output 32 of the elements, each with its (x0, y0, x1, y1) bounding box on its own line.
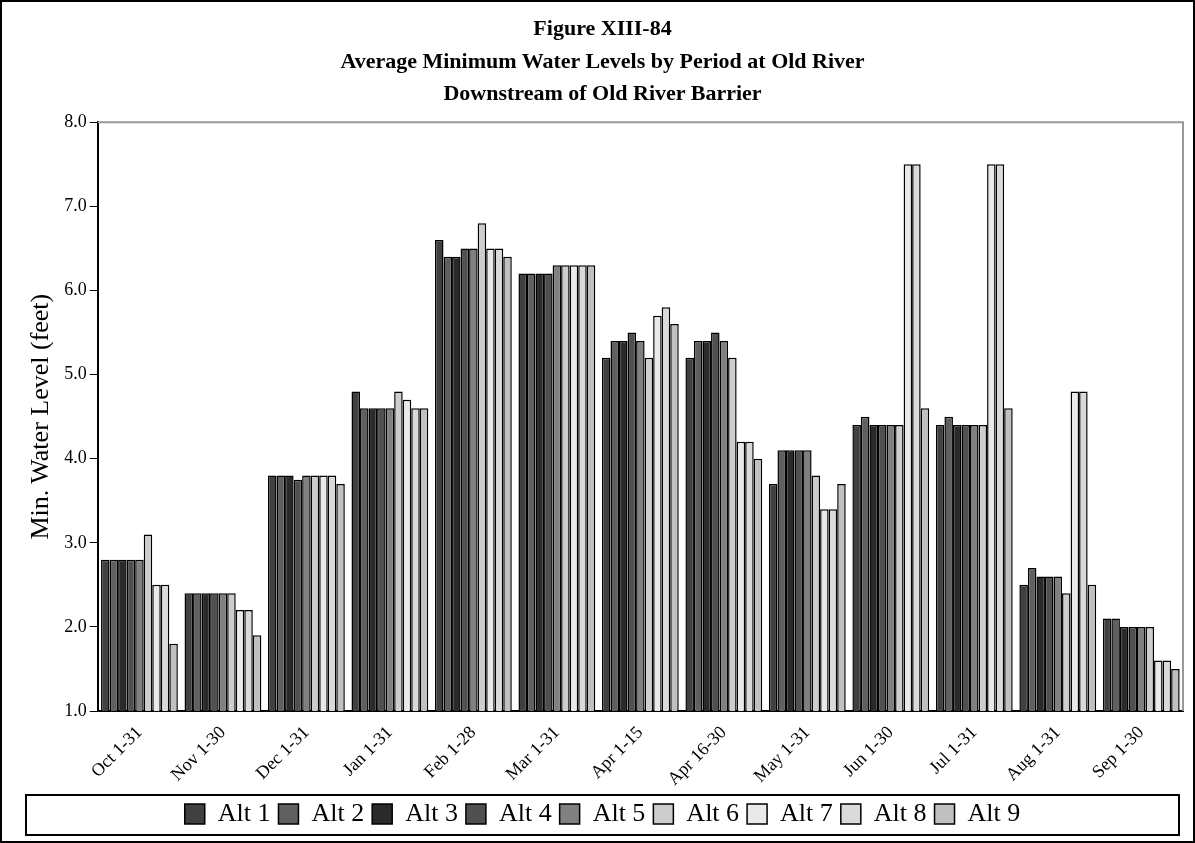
x-tick-label: Sep 1-30 (1087, 721, 1148, 782)
y-tick-label: 8.0 (64, 110, 87, 131)
chart-subtitle: Average Minimum Water Levels by Period at Old River Downstream of Old River Barrier (340, 48, 865, 105)
legend-label: Alt 9 (967, 797, 1021, 827)
y-tick-label: 2.0 (64, 615, 87, 636)
x-tick-label: May 1-31 (749, 721, 814, 786)
legend-label: Alt 4 (498, 797, 552, 827)
x-tick-label: Apr 1-15 (586, 721, 647, 783)
legend-label: Alt 6 (686, 797, 740, 827)
x-tick-label: Aug 1-31 (1001, 721, 1064, 785)
legend-label: Alt 8 (873, 797, 927, 827)
chart-title: Figure XIII-84 (533, 14, 672, 40)
y-tick-label: 1.0 (64, 699, 87, 720)
legend-label: Alt 5 (592, 797, 646, 827)
x-tick-label: Oct 1-31 (86, 721, 146, 781)
y-axis-title: Min. Water Level (feet) (25, 293, 55, 540)
x-tick-label: Jun 1-30 (838, 721, 897, 781)
y-tick-label: 7.0 (64, 195, 87, 216)
legend-label: Alt 3 (405, 797, 458, 827)
legend-label: Alt 7 (780, 797, 833, 827)
y-tick-label: 4.0 (64, 447, 87, 468)
x-tick-label: Mar 1-31 (501, 721, 564, 784)
y-tick-label: 6.0 (64, 279, 87, 300)
legend-label: Alt 1 (217, 797, 271, 827)
x-tick-label: Jan 1-31 (338, 721, 397, 780)
x-tick-label: Feb 1-28 (419, 721, 480, 782)
x-tick-label: Dec 1-31 (251, 721, 313, 783)
y-tick-label: 3.0 (64, 531, 87, 552)
legend-label: Alt 2 (311, 797, 365, 827)
x-tick-label: Jul 1-31 (924, 721, 981, 778)
x-tick-label: Nov 1-30 (166, 721, 230, 785)
y-tick-label: 5.0 (64, 363, 87, 384)
